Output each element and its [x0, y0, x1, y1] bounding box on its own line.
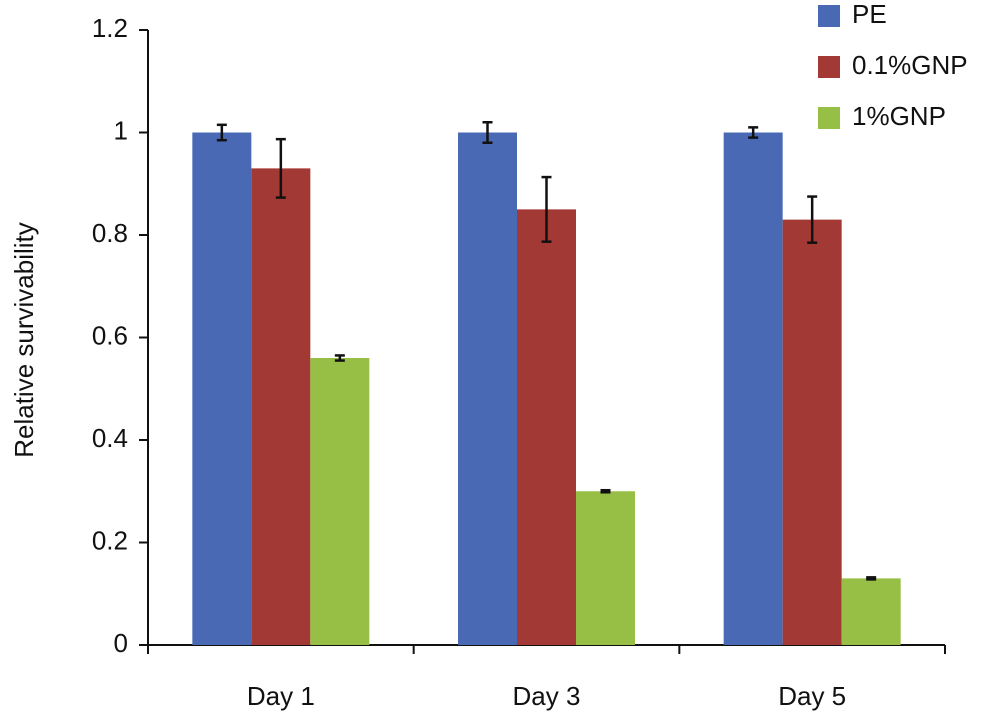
y-tick-label: 1	[114, 115, 128, 145]
y-tick-label: 0	[114, 628, 128, 658]
bar	[251, 168, 311, 645]
x-tick-label: Day 5	[778, 681, 846, 711]
legend-label: PE	[852, 0, 887, 29]
y-tick-label: 1.2	[92, 13, 128, 43]
legend-swatch	[818, 5, 840, 27]
x-tick-label: Day 3	[513, 681, 581, 711]
error-bar	[600, 488, 611, 494]
bar	[841, 578, 901, 645]
error-bar	[275, 137, 286, 199]
x-tick-label: Day 1	[247, 681, 315, 711]
error-bar	[482, 121, 493, 144]
bar	[310, 358, 370, 645]
bar	[576, 491, 635, 645]
y-tick-label: 0.8	[92, 218, 128, 248]
error-bar	[541, 175, 552, 243]
bar	[517, 209, 576, 645]
y-tick-label: 0.2	[92, 525, 128, 555]
bar	[192, 132, 252, 645]
legend-label: 1%GNP	[852, 101, 946, 131]
y-axis-label: Relative survivability	[9, 222, 39, 458]
bar	[723, 132, 783, 645]
legend-swatch	[818, 56, 840, 78]
error-bar	[807, 195, 818, 244]
error-bar	[216, 123, 227, 142]
bar	[458, 132, 517, 645]
error-bar	[866, 576, 877, 581]
y-tick-label: 0.4	[92, 423, 128, 453]
error-bar	[748, 126, 759, 139]
legend-swatch	[818, 107, 840, 129]
legend-label: 0.1%GNP	[852, 50, 968, 80]
y-tick-label: 0.6	[92, 320, 128, 350]
error-bar	[334, 354, 345, 362]
bar	[782, 219, 842, 645]
